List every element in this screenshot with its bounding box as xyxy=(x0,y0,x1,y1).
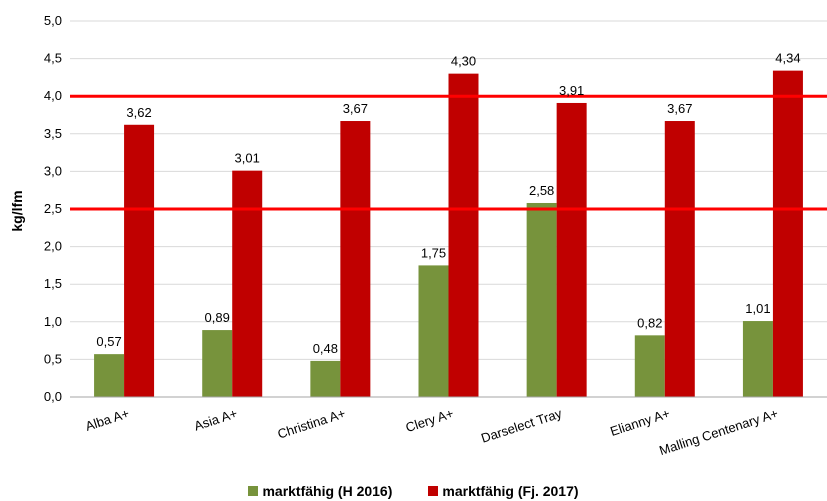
y-tick-label: 4,5 xyxy=(44,51,62,66)
bar-h2016 xyxy=(310,360,341,397)
legend: marktfähig (H 2016) marktfähig (Fj. 2017… xyxy=(0,482,827,500)
bar-fj2017 xyxy=(772,70,803,397)
category-label: Christina A+ xyxy=(276,406,348,442)
legend-item-fj2017: marktfähig (Fj. 2017) xyxy=(428,483,579,499)
bar-fj2017 xyxy=(664,121,695,398)
bar-fj2017 xyxy=(556,102,587,397)
data-label: 0,82 xyxy=(637,315,662,330)
bar-h2016 xyxy=(94,354,125,397)
category-labels: Alba A+ Asia A+ Christina A+ Clery A+ Darsel… xyxy=(83,405,779,458)
data-label: 3,62 xyxy=(126,105,151,120)
y-tick-label: 2,0 xyxy=(44,239,62,254)
data-label: 1,75 xyxy=(421,245,446,260)
category-label: Elianny A+ xyxy=(608,406,671,439)
legend-label-fj2017: marktfähig (Fj. 2017) xyxy=(442,483,579,499)
bar-fj2017 xyxy=(232,170,263,397)
category-label: Malling Centenary A+ xyxy=(657,406,780,459)
legend-swatch-fj2017 xyxy=(428,486,439,496)
bars xyxy=(94,70,803,398)
y-tick-label: 3,5 xyxy=(44,126,62,141)
y-axis-label: kg/lfm xyxy=(9,190,25,231)
bar-h2016 xyxy=(202,330,233,397)
data-label: 4,34 xyxy=(775,51,800,66)
bar-chart: 0,0 0,5 1,0 1,5 2,0 2,5 3,0 3,5 4,0 4,5 5,0 0,57 3,… xyxy=(9,13,827,458)
y-tick-label: 0,5 xyxy=(44,351,62,366)
y-tick-label: 5,0 xyxy=(44,13,62,28)
legend-item-h2016: marktfähig (H 2016) xyxy=(248,483,392,499)
bar-fj2017 xyxy=(340,121,371,398)
y-tick-label: 1,5 xyxy=(44,276,62,291)
data-label: 0,89 xyxy=(205,310,230,325)
y-tick-label: 0,0 xyxy=(44,389,62,404)
bar-fj2017 xyxy=(124,124,155,397)
category-label: Asia A+ xyxy=(192,406,239,434)
bar-h2016 xyxy=(526,202,557,397)
y-tick-label: 4,0 xyxy=(44,88,62,103)
bar-fj2017 xyxy=(448,73,479,397)
category-label: Clery A+ xyxy=(404,406,456,436)
data-labels: 0,57 3,62 0,89 3,01 0,48 3,67 1,75 4,30 2,58 3,91… xyxy=(96,51,800,356)
data-label: 2,58 xyxy=(529,183,554,198)
bar-h2016 xyxy=(418,265,449,397)
data-label: 3,67 xyxy=(343,101,368,116)
category-label: Darselect Tray xyxy=(479,405,564,445)
legend-swatch-h2016 xyxy=(248,486,259,496)
y-tick-label: 2,5 xyxy=(44,201,62,216)
reference-lines xyxy=(70,94,827,211)
y-tick-label: 3,0 xyxy=(44,163,62,178)
bar-h2016 xyxy=(742,321,773,397)
data-label: 0,48 xyxy=(313,341,338,356)
data-label: 3,01 xyxy=(235,151,260,166)
data-label: 3,91 xyxy=(559,83,584,98)
data-label: 1,01 xyxy=(745,301,770,316)
legend-label-h2016: marktfähig (H 2016) xyxy=(262,483,393,499)
bar-h2016 xyxy=(634,335,665,397)
y-axis-ticks: 0,0 0,5 1,0 1,5 2,0 2,5 3,0 3,5 4,0 4,5 5,0 xyxy=(44,13,62,404)
data-label: 3,67 xyxy=(667,101,692,116)
data-label: 4,30 xyxy=(451,54,476,69)
data-label: 0,57 xyxy=(96,334,121,349)
y-tick-label: 1,0 xyxy=(44,314,62,329)
category-label: Alba A+ xyxy=(83,406,131,434)
